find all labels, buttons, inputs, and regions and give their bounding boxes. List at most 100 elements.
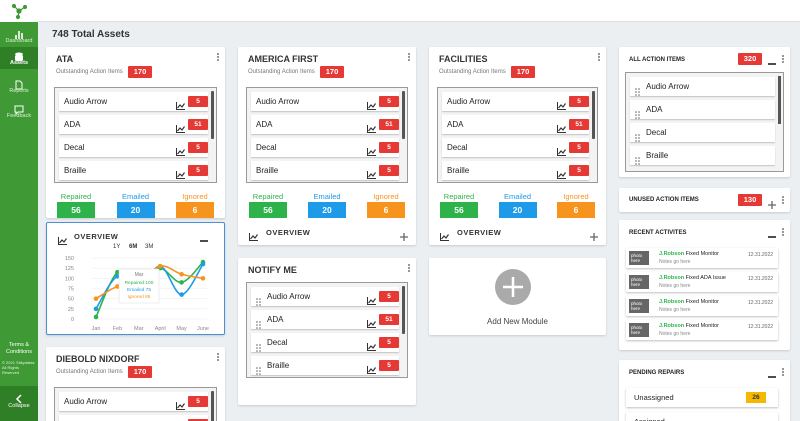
minus-button-svg: [200, 240, 208, 242]
drag-handle-svg: [256, 367, 261, 375]
action-item[interactable]: Audio Arrow 5: [59, 92, 208, 111]
x-tick-label: Jan: [92, 326, 101, 332]
menu-button[interactable]: [782, 196, 784, 198]
action-item[interactable]: Braille 5: [59, 161, 208, 180]
activity-date: 12.31.2022: [748, 300, 774, 306]
menu-button[interactable]: [782, 368, 784, 370]
user-name: J.Robson: [659, 323, 685, 329]
action-item[interactable]: ADA 51: [442, 115, 589, 134]
drag-handle-svg: [256, 298, 261, 306]
drag-handle: [635, 106, 640, 119]
item-badge: 5: [379, 142, 399, 153]
item-label: Audio Arrow: [646, 82, 690, 91]
stat-value: 6: [176, 202, 214, 218]
stat-label: Repaired: [252, 192, 284, 201]
action-item[interactable]: Decal 5: [59, 138, 208, 157]
action-item[interactable]: ADA 51: [251, 310, 399, 329]
pending-row[interactable]: Unassigned 26: [626, 388, 778, 407]
nav-item[interactable]: Assets: [0, 47, 38, 69]
chart-icon-svg: [176, 102, 185, 110]
scrollbar: [402, 91, 405, 139]
chart-icon-svg: [367, 148, 376, 156]
count-badge: 130: [738, 194, 762, 206]
action-item[interactable]: ADA 51: [59, 115, 208, 134]
menu-button[interactable]: [782, 228, 784, 230]
range-button[interactable]: 6M: [129, 244, 138, 250]
action-item[interactable]: Braille 5: [442, 161, 589, 180]
menu-button[interactable]: [217, 53, 219, 55]
action-item[interactable]: Audio Arrow 5: [442, 92, 589, 111]
chart-icon: [367, 292, 376, 305]
item-badge: 5: [188, 419, 208, 421]
module-title: DIEBOLD NIXDORF: [56, 354, 140, 364]
activity-action: Fixed Monitor: [685, 251, 719, 257]
stat-value: 6: [367, 202, 405, 218]
item-label: ADA: [267, 315, 284, 324]
item-badge: 5: [569, 142, 589, 153]
action-item[interactable]: Audio Arrow 5: [251, 92, 399, 111]
action-item[interactable]: Decal 5: [251, 138, 399, 157]
overview-label[interactable]: OVERVIEW: [457, 228, 502, 237]
item-badge: 51: [379, 119, 399, 130]
plus-button: [768, 196, 776, 209]
count-badge: 320: [738, 53, 762, 65]
activity-row: photo here J.Robson Fixed Monitor Notes go…: [626, 320, 778, 340]
action-item[interactable]: Braille 5: [251, 161, 399, 180]
logo-svg: [11, 3, 28, 20]
count-badge: 170: [320, 66, 344, 78]
panel-title: RECENT ACTIVITES: [629, 230, 687, 236]
nav-icon: [14, 49, 24, 61]
item-label: Decal: [256, 143, 277, 152]
terms-link[interactable]: Terms & Conditions: [6, 342, 32, 355]
chart-icon-svg: [557, 171, 566, 179]
action-item[interactable]: ADA 51: [251, 115, 399, 134]
panel-title: UNUSED ACTION ITEMS: [629, 197, 699, 203]
item-label: Braille: [64, 166, 87, 175]
pending-badge: 26: [746, 392, 766, 403]
activity-title: J.Robson Fixed Monitor: [659, 251, 719, 257]
action-item[interactable]: Decal 5: [442, 138, 589, 157]
chart-icon: [557, 143, 566, 156]
nav-icon-svg: [15, 80, 23, 90]
line-chart: 0 25 50 75 100 125 150 Jan Feb Mar April May June Mar…: [65, 256, 209, 332]
photo-placeholder: photo here: [629, 275, 649, 289]
scrollbar: [402, 286, 405, 334]
item-badge: 5: [379, 337, 399, 348]
item-label: Decal: [646, 128, 667, 137]
nav-item[interactable]: Reports: [0, 75, 38, 97]
action-item[interactable]: Audio Arrow: [630, 77, 775, 96]
range-button[interactable]: 3M: [145, 244, 154, 250]
stat-value: 56: [57, 202, 95, 218]
stat-value: 6: [557, 202, 595, 218]
menu-button[interactable]: [408, 53, 410, 55]
action-item[interactable]: Decal 5: [251, 333, 399, 352]
scrollbar: [778, 76, 781, 124]
collapse-icon: [15, 391, 23, 404]
stat-label: Ignored: [373, 192, 399, 201]
stat-label: Ignored: [182, 192, 208, 201]
add-module-card[interactable]: Add New Module: [429, 258, 606, 335]
action-item[interactable]: Audio Arrow 5: [59, 392, 208, 411]
plus-button: [400, 228, 408, 241]
collapse-button[interactable]: Collapse: [0, 386, 38, 421]
action-item[interactable]: Braille: [630, 146, 775, 165]
activity-row: photo here J.Robson Fixed Monitor Notes go…: [626, 248, 778, 268]
pending-row[interactable]: Assigned: [626, 412, 778, 421]
overview-label[interactable]: OVERVIEW: [266, 228, 311, 237]
menu-button[interactable]: [408, 264, 410, 266]
action-item[interactable]: Decal: [630, 123, 775, 142]
stat-value: 56: [440, 202, 478, 218]
menu-button[interactable]: [217, 353, 219, 355]
action-item[interactable]: Audio Arrow 5: [251, 287, 399, 306]
range-button[interactable]: 1Y: [113, 244, 121, 250]
nav-item[interactable]: Dashboard: [0, 25, 38, 47]
sidebar: Dashboard Assets Reports Feedback Terms & Co…: [0, 0, 38, 421]
action-item[interactable]: ADA: [630, 100, 775, 119]
nav-item[interactable]: Feedback: [0, 100, 38, 122]
menu-button[interactable]: [782, 55, 784, 57]
action-item[interactable]: Braille 5: [251, 356, 399, 375]
menu-button[interactable]: [598, 53, 600, 55]
recent-activities-card: RECENT ACTIVITES photo here J.Robson Fixed…: [619, 220, 790, 350]
